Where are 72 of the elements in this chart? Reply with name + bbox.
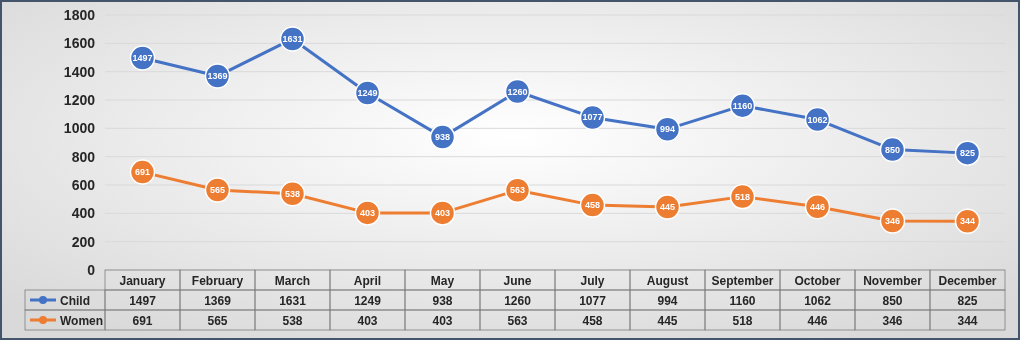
data-label: 1631	[279, 294, 307, 308]
x-tick-label: October	[794, 274, 841, 288]
data-label: 565	[207, 314, 228, 328]
data-label: 1497	[129, 294, 157, 308]
data-label: 825	[957, 294, 978, 308]
x-tick-label: February	[191, 274, 244, 288]
annotation: 563	[509, 185, 526, 196]
legend-label: Women	[60, 314, 104, 328]
annotation: 825	[959, 148, 976, 159]
data-label: 445	[657, 314, 678, 328]
data-label: 1249	[354, 294, 382, 308]
annotation: 938	[434, 132, 451, 143]
data-label: 691	[132, 314, 153, 328]
data-label: 458	[582, 314, 603, 328]
x-tick-label: December	[938, 274, 997, 288]
y-tick-label: 1600	[63, 35, 96, 52]
data-label: 538	[282, 314, 303, 328]
data-label: 403	[432, 314, 453, 328]
annotation: 1497	[132, 52, 153, 63]
data-label: 403	[357, 314, 378, 328]
annotation: 403	[359, 207, 376, 218]
annotation: 538	[284, 188, 301, 199]
x-tick-label: May	[430, 274, 455, 288]
data-label: 346	[882, 314, 903, 328]
x-tick-label: September	[711, 274, 774, 288]
annotation: 1631	[282, 33, 303, 44]
annotation: 691	[134, 167, 151, 178]
x-tick-label: November	[863, 274, 923, 288]
data-label: 850	[882, 294, 903, 308]
x-tick-label: January	[119, 274, 166, 288]
y-tick-label: 200	[71, 233, 96, 250]
x-tick-label: July	[580, 274, 605, 288]
annotation: 850	[884, 144, 901, 155]
x-tick-label: April	[353, 274, 382, 288]
y-tick-label: 800	[71, 148, 96, 165]
data-label: 563	[507, 314, 528, 328]
annotation: 446	[809, 201, 826, 212]
data-label: 446	[807, 314, 828, 328]
data-label: 1369	[204, 294, 232, 308]
data-label: 518	[732, 314, 753, 328]
annotation: 1369	[207, 71, 228, 82]
annotation: 1249	[357, 88, 378, 99]
annotation: 346	[884, 215, 901, 226]
data-label: 994	[657, 294, 678, 308]
annotation: 565	[209, 184, 226, 195]
y-tick-label: 1400	[63, 63, 96, 80]
annotation: 344	[959, 216, 976, 227]
data-label: 938	[432, 294, 453, 308]
data-label: 344	[957, 314, 978, 328]
y-tick-label: 0	[87, 262, 96, 278]
annotation: 1260	[507, 86, 528, 97]
data-label: 1260	[504, 294, 532, 308]
annotation: 994	[659, 124, 676, 135]
data-label: 1077	[579, 294, 607, 308]
annotation: 403	[434, 207, 451, 218]
legend-label: Child	[60, 294, 90, 308]
y-tick-label: 600	[71, 177, 96, 193]
x-tick-label: August	[646, 274, 689, 288]
annotation: 1062	[807, 114, 828, 125]
annotation: 518	[734, 191, 751, 202]
annotation: 445	[659, 201, 676, 212]
x-tick-label: March	[274, 274, 311, 288]
y-tick-label: 400	[71, 205, 96, 222]
annotation: 1160	[732, 100, 753, 111]
x-tick-label: June	[503, 274, 532, 288]
data-label: 1160	[729, 294, 756, 308]
y-tick-label: 1200	[63, 92, 96, 108]
data-label: 1062	[804, 294, 832, 308]
y-tick-label: 1800	[63, 7, 96, 23]
annotation: 1077	[582, 112, 603, 123]
annotation: 458	[584, 200, 601, 211]
y-tick-label: 1000	[63, 120, 96, 137]
